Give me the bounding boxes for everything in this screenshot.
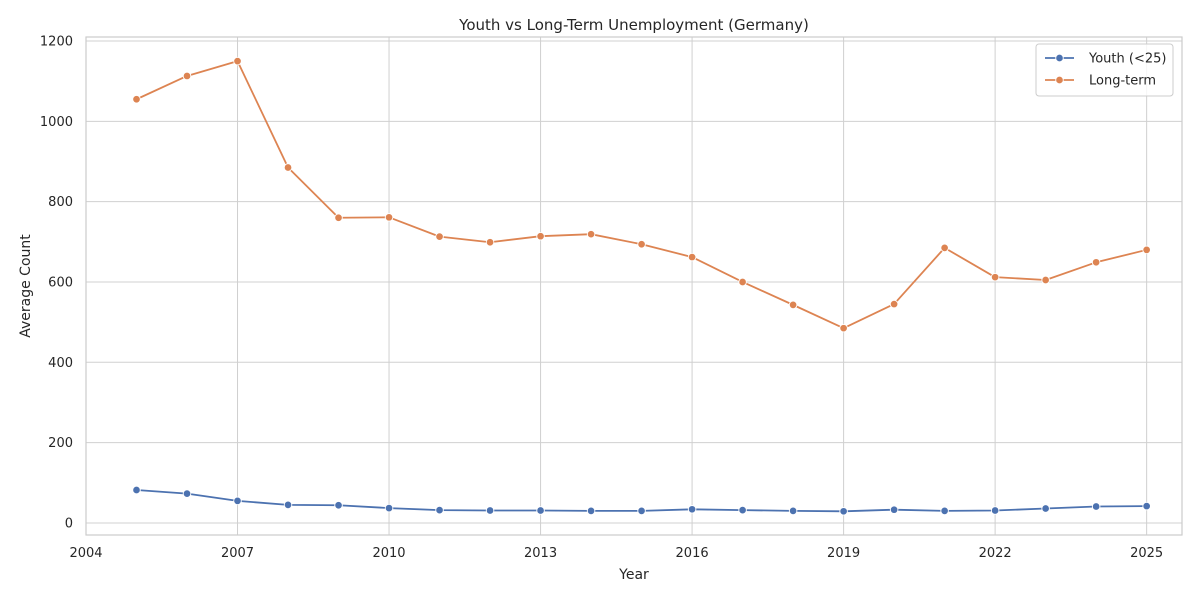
- data-point: [182, 71, 192, 81]
- data-point: [990, 506, 1000, 515]
- series-youth: [132, 485, 1151, 516]
- data-point: [334, 213, 343, 222]
- data-point: [283, 500, 293, 510]
- data-point: [738, 277, 747, 287]
- legend-marker: [1055, 53, 1064, 63]
- x-tick-label: 2007: [221, 546, 254, 561]
- legend-marker: [1055, 75, 1064, 85]
- x-tick-label: 2016: [676, 546, 709, 561]
- x-tick-label: 2019: [827, 546, 860, 561]
- data-point: [384, 213, 394, 222]
- data-point: [637, 239, 646, 249]
- tick-labels: 2004 2007 2010 2013 2016 2019 2022 2025 0 200 400 6…: [40, 35, 1163, 561]
- data-point: [1142, 501, 1151, 511]
- data-point: [586, 229, 596, 239]
- legend: Youth (<25) Long-term: [1035, 43, 1174, 97]
- data-point: [738, 505, 747, 515]
- data-point: [889, 505, 899, 514]
- data-point: [485, 237, 495, 247]
- x-axis-title: Year: [618, 567, 649, 583]
- x-tick-label: 2004: [69, 546, 102, 561]
- data-point: [788, 506, 798, 516]
- data-point: [536, 231, 545, 241]
- grid: [85, 37, 1182, 535]
- data-point: [1041, 504, 1050, 513]
- data-point: [1041, 275, 1050, 285]
- data-point: [485, 506, 495, 515]
- y-tick-label: 1200: [40, 35, 73, 50]
- data-point: [990, 272, 1000, 282]
- data-point: [132, 94, 141, 104]
- legend-box: [1035, 43, 1174, 97]
- series: [132, 56, 1151, 516]
- y-tick-label: 0: [65, 516, 73, 531]
- data-point: [435, 232, 444, 241]
- chart-title: Youth vs Long-Term Unemployment (Germany…: [458, 16, 809, 34]
- data-point: [334, 501, 343, 510]
- y-tick-label: 400: [48, 356, 73, 371]
- data-point: [182, 489, 192, 498]
- y-tick-label: 1000: [40, 115, 73, 130]
- data-point: [839, 323, 848, 333]
- data-point: [687, 252, 697, 262]
- data-point: [637, 506, 646, 516]
- series-long-term: [132, 56, 1151, 333]
- y-tick-label: 200: [48, 436, 73, 451]
- data-point: [586, 506, 596, 516]
- y-tick-label: 800: [48, 195, 73, 210]
- legend-label: Youth (<25): [1088, 52, 1166, 67]
- data-point: [839, 507, 848, 516]
- data-point: [233, 496, 242, 506]
- plot-area-frame: [85, 36, 1183, 536]
- data-point: [536, 506, 545, 515]
- x-tick-label: 2022: [979, 546, 1012, 561]
- data-point: [435, 505, 444, 515]
- data-point: [1091, 258, 1101, 267]
- y-axis-title: Average Count: [18, 234, 34, 338]
- x-tick-label: 2013: [524, 546, 557, 561]
- data-point: [788, 300, 798, 310]
- data-point: [940, 243, 949, 253]
- x-tick-label: 2025: [1130, 546, 1163, 561]
- data-point: [687, 505, 697, 514]
- data-point: [889, 299, 899, 309]
- data-point: [940, 506, 949, 516]
- data-point: [132, 485, 141, 495]
- data-point: [1142, 245, 1151, 255]
- y-tick-label: 600: [48, 275, 73, 290]
- legend-label: Long-term: [1089, 74, 1156, 89]
- data-point: [1091, 502, 1101, 511]
- data-point: [384, 503, 394, 513]
- data-point: [283, 163, 293, 172]
- x-tick-label: 2010: [372, 546, 405, 561]
- data-point: [233, 56, 242, 66]
